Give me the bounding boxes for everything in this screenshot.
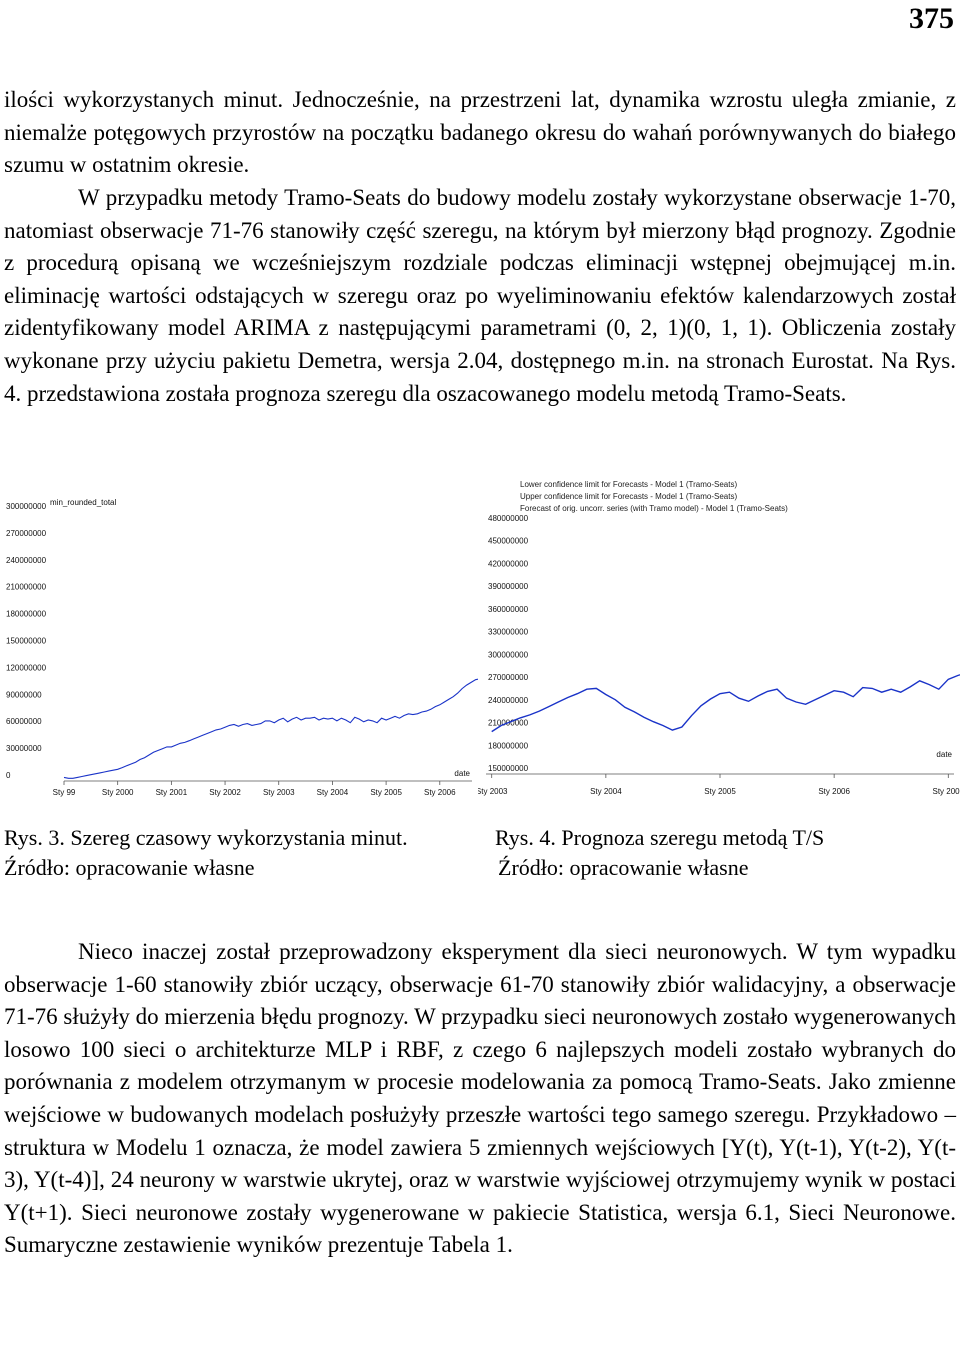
series-line — [63, 678, 478, 779]
x-tick-label: Sty 2005 — [704, 787, 736, 796]
x-tick-label: Sty 2000 — [102, 788, 134, 797]
y-tick-label: 390000000 — [488, 582, 529, 591]
y-tick-label: 150000000 — [488, 764, 529, 773]
figure-4-caption: Rys. 4. Prognoza szeregu metodą T/S — [495, 825, 825, 850]
legend-entry: Upper confidence limit for Forecasts - M… — [520, 492, 737, 501]
x-axis-label: date — [454, 769, 470, 778]
figure-4-svg: Lower confidence limit for Forecasts - M… — [478, 480, 960, 796]
y-tick-label: 0 — [6, 771, 11, 780]
figure-3-svg: 3000000002700000002400000002100000001800… — [6, 498, 478, 797]
paragraph-3-text: Nieco inaczej został przeprowadzony eksp… — [4, 939, 956, 1258]
y-tick-label: 270000000 — [488, 673, 529, 682]
y-tick-label: 150000000 — [6, 637, 47, 646]
x-tick-label: Sty 2002 — [209, 788, 241, 797]
x-tick-label: Sty 2006 — [818, 787, 850, 796]
y-tick-label: 180000000 — [6, 610, 47, 619]
y-tick-label: 60000000 — [6, 717, 42, 726]
x-tick-label: Sty 2001 — [156, 788, 188, 797]
x-tick-label: Sty 2003 — [478, 787, 508, 796]
y-tick-label: 210000000 — [6, 583, 47, 592]
paragraph-1: ilości wykorzystanych minut. Jednocześni… — [4, 87, 956, 178]
y-tick-label: 360000000 — [488, 605, 529, 614]
x-tick-label: Sty 2006 — [424, 788, 456, 797]
y-tick-label: 270000000 — [6, 529, 47, 538]
y-tick-label: 120000000 — [6, 663, 47, 672]
y-tick-label: 240000000 — [488, 696, 529, 705]
legend-entry: Forecast of orig. uncorr. series (with T… — [520, 504, 788, 513]
y-tick-label: 300000000 — [6, 502, 47, 511]
figure-3-chart: 300000000 270000000 240000000 210000000 1800… — [0, 488, 478, 806]
figure-4-chart: Lower confidence limit for Forecasts - M… — [478, 474, 960, 806]
x-tick-label: Sty 2005 — [370, 788, 402, 797]
x-tick-label: Sty 2003 — [263, 788, 295, 797]
x-tick-label: Sty 2007 — [933, 787, 960, 796]
history-line — [491, 674, 960, 733]
paragraph-3: Nieco inaczej został przeprowadzony eksp… — [4, 936, 956, 1262]
paragraph-2-text: W przypadku metody Tramo-Seats do budowy… — [4, 185, 956, 406]
y-tick-label: 450000000 — [488, 537, 529, 546]
figure-4-source: Źródło: opracowanie własne — [498, 855, 749, 880]
y-tick-label: 300000000 — [488, 650, 529, 659]
y-tick-label: 180000000 — [488, 741, 529, 750]
figure-3-caption: Rys. 3. Szereg czasowy wykorzystania min… — [4, 825, 408, 850]
x-tick-label: Sty 2004 — [590, 787, 622, 796]
x-axis-label: date — [936, 750, 952, 759]
y-tick-label: 240000000 — [6, 556, 47, 565]
y-tick-label: 90000000 — [6, 690, 42, 699]
figure-3-source: Źródło: opracowanie własne — [4, 855, 255, 880]
series-label: min_rounded_total — [50, 498, 116, 507]
y-tick-label: 420000000 — [488, 559, 529, 568]
legend-entry: Lower confidence limit for Forecasts - M… — [520, 480, 737, 489]
paragraph-2: W przypadku metody Tramo-Seats do budowy… — [4, 182, 956, 410]
x-tick-label: Sty 99 — [53, 788, 76, 797]
y-tick-label: 330000000 — [488, 628, 529, 637]
x-tick-label: Sty 2004 — [317, 788, 349, 797]
y-tick-label: 480000000 — [488, 514, 529, 523]
y-tick-label: 30000000 — [6, 744, 42, 753]
page-number: 375 — [909, 2, 954, 35]
